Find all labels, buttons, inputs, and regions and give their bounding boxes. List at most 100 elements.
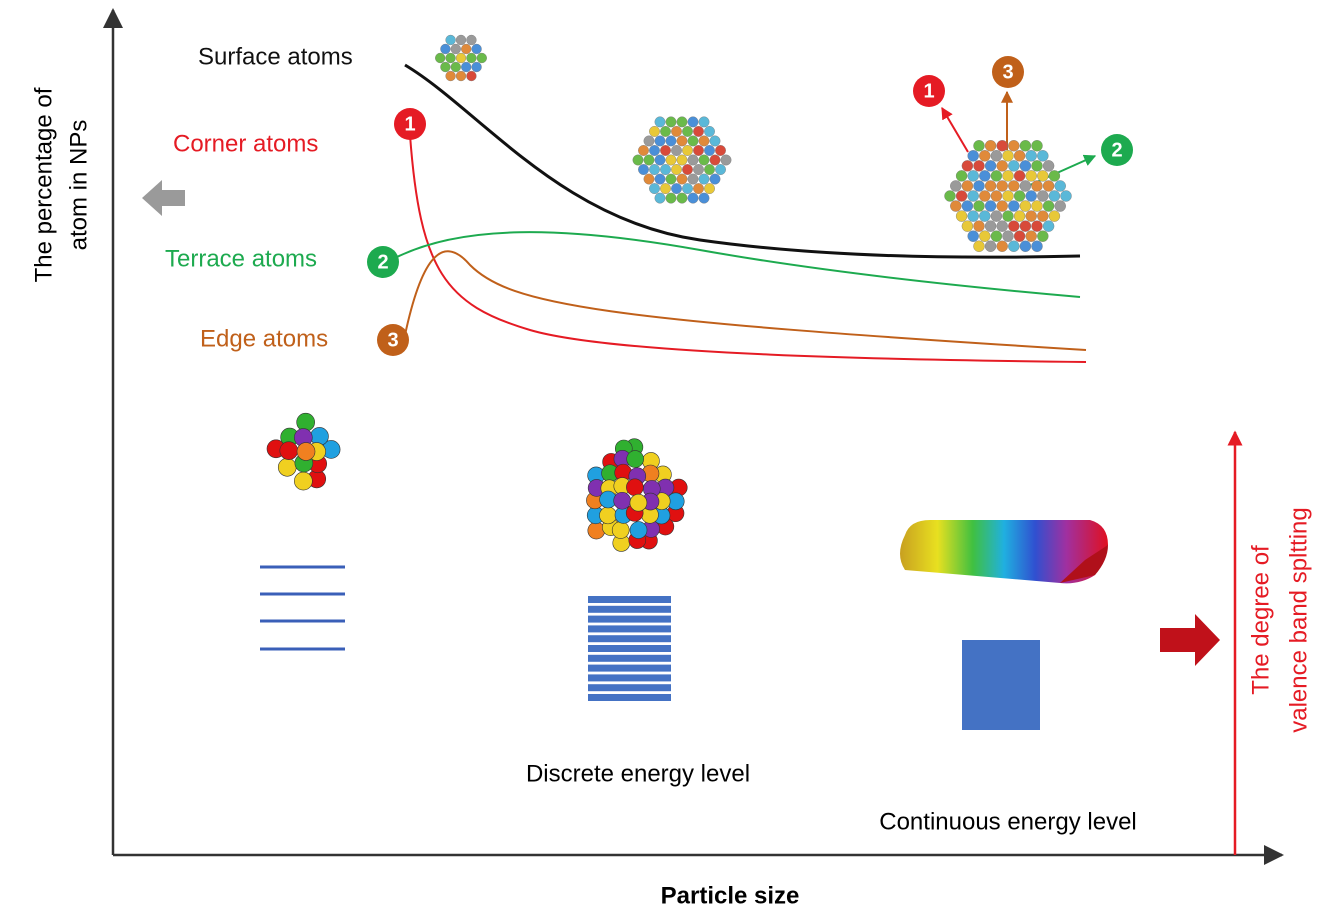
atom — [629, 521, 648, 539]
surface-curve — [404, 63, 1081, 259]
atom — [709, 173, 721, 185]
atom — [455, 34, 467, 46]
atom — [979, 190, 991, 202]
atom — [682, 125, 693, 137]
atom — [649, 145, 660, 156]
atom — [950, 200, 962, 212]
atom — [996, 200, 1008, 212]
atom — [638, 145, 649, 156]
atom — [461, 43, 472, 55]
atom — [445, 52, 456, 64]
atom — [687, 173, 699, 185]
atom — [961, 200, 974, 212]
atom — [979, 230, 991, 242]
atom — [693, 164, 704, 175]
atom — [944, 190, 956, 202]
level — [588, 596, 671, 603]
atom — [440, 43, 451, 55]
atom — [984, 180, 997, 192]
atom — [698, 173, 710, 185]
atom — [599, 506, 617, 525]
atom — [687, 192, 699, 204]
atom — [955, 190, 968, 202]
atom — [1008, 160, 1020, 172]
atom — [709, 135, 721, 147]
atom — [687, 116, 699, 128]
atom — [950, 180, 962, 192]
atom — [665, 154, 677, 166]
atom — [626, 450, 644, 468]
atom — [973, 160, 985, 172]
atom — [1019, 180, 1032, 192]
atom — [961, 220, 974, 232]
atom — [1031, 220, 1043, 232]
badge: 2 — [367, 246, 399, 278]
atom — [704, 125, 715, 137]
y-axis-label: The percentage of — [30, 87, 57, 282]
y2-axis-label: The degree of — [1247, 545, 1274, 695]
discrete-levels-small — [260, 565, 345, 651]
terrace-curve — [394, 231, 1081, 298]
atom — [1042, 200, 1055, 212]
badge-number: 1 — [404, 113, 415, 135]
badge-number: 1 — [923, 80, 934, 102]
bulk-side — [1060, 545, 1108, 583]
atom — [1025, 210, 1037, 222]
atom — [967, 210, 979, 222]
red-arrow — [1160, 614, 1220, 666]
badge-number: 3 — [1002, 61, 1013, 83]
atom — [996, 240, 1008, 252]
level — [588, 674, 671, 682]
atom — [665, 116, 677, 128]
level — [588, 615, 671, 623]
curve-label: Terrace atoms — [165, 245, 317, 272]
atom — [676, 173, 688, 185]
badge-number: 2 — [377, 251, 388, 273]
atom — [671, 183, 682, 195]
atom — [979, 210, 991, 222]
atom — [611, 521, 630, 539]
atom — [973, 240, 985, 252]
atom — [632, 154, 644, 166]
atom — [676, 192, 688, 204]
atom — [676, 154, 688, 166]
atom — [996, 140, 1008, 152]
atom — [984, 200, 997, 212]
atom — [1025, 150, 1037, 162]
atom — [990, 230, 1003, 242]
atom — [1013, 210, 1026, 222]
atom — [979, 150, 991, 162]
atom — [967, 230, 979, 242]
atom — [961, 180, 974, 192]
atom — [1002, 230, 1014, 242]
atom — [1008, 180, 1020, 192]
curve-label: Surface atoms — [198, 43, 353, 70]
atom — [1002, 170, 1014, 182]
curve-label: Edge atoms — [200, 325, 328, 352]
atom — [1031, 240, 1043, 252]
atom — [445, 34, 456, 46]
atom — [445, 70, 456, 82]
atom — [973, 140, 985, 152]
atom — [660, 145, 671, 156]
atom — [996, 160, 1008, 172]
badge: 3 — [992, 56, 1024, 88]
atom — [643, 135, 655, 147]
atom — [1037, 230, 1049, 242]
atom — [1013, 170, 1026, 182]
atom — [626, 478, 644, 497]
atom — [660, 125, 671, 137]
atom — [461, 61, 472, 73]
atom — [676, 135, 688, 147]
atom — [665, 173, 677, 185]
level — [588, 645, 671, 652]
atom — [671, 125, 682, 137]
atom — [649, 183, 660, 195]
atom — [450, 43, 461, 55]
badge: 2 — [1101, 134, 1133, 166]
atom — [704, 183, 715, 195]
atom — [296, 412, 315, 432]
atom — [967, 190, 979, 202]
atom — [1019, 140, 1032, 152]
atom — [1008, 240, 1020, 252]
